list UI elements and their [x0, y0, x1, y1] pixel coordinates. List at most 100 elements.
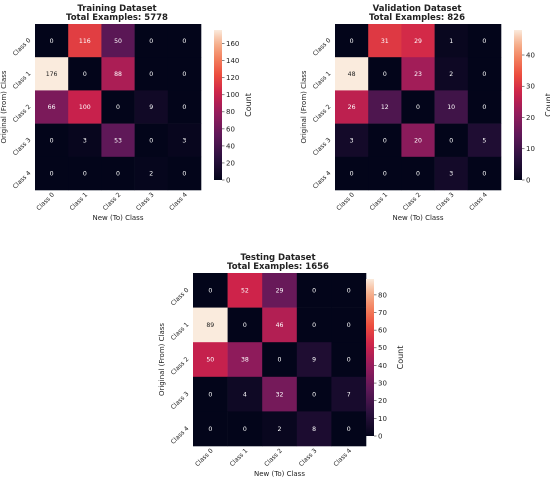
- cell-value-r1-c2: 88: [114, 71, 122, 78]
- heatmap-cell-r0-c4: [467, 24, 502, 58]
- colorbar-tick-label: 60: [226, 125, 235, 133]
- colorbar-tick-label: 0: [378, 432, 382, 440]
- cell-value-r2-c1: 38: [241, 357, 249, 364]
- heatmap-cell-r4-c2: [262, 411, 298, 447]
- cell-value-r0-c4: 0: [347, 288, 351, 295]
- cell-value-r3-c2: 53: [114, 137, 122, 144]
- colorbar-label: Count: [396, 346, 405, 370]
- cell-value-r2-c3: 9: [149, 104, 153, 111]
- heatmap-cell-r3-c2: [401, 123, 435, 158]
- cell-value-r0-c0: 0: [208, 288, 212, 295]
- colorbar-tick-label: 80: [226, 108, 235, 116]
- heatmap-cell-r4-c1: [227, 411, 263, 447]
- x-tick-label: Class 0: [194, 447, 215, 468]
- cell-value-r0-c1: 52: [241, 288, 249, 295]
- heatmap-cell-r4-c4: [167, 156, 202, 191]
- cell-value-r4-c0: 0: [208, 426, 212, 433]
- heatmap-cell-r0-c0: [193, 273, 228, 308]
- heatmap-cell-r4-c1: [68, 156, 102, 191]
- colorbar-tick-label: 70: [378, 309, 387, 317]
- heatmap-cell-r2-c1: [68, 90, 102, 124]
- heatmap-cell-r2-c3: [434, 90, 469, 124]
- y-tick-label: Class 3: [12, 137, 33, 158]
- heatmap-cell-r1-c3: [134, 57, 169, 91]
- cell-value-r2-c3: 10: [447, 104, 455, 111]
- heatmap-cell-r2-c4: [167, 90, 202, 124]
- heatmap-cell-r1-c3: [434, 57, 469, 91]
- y-axis-label: Original (From) Class: [158, 323, 166, 396]
- heatmap-cell-r3-c0: [35, 123, 69, 158]
- heatmap-cell-r0-c4: [331, 273, 367, 308]
- cell-value-r3-c3: 0: [312, 391, 316, 398]
- colorbar-tick-label: 40: [378, 362, 387, 370]
- cell-value-r4-c2: 2: [278, 426, 282, 433]
- y-tick-label: Class 0: [312, 37, 333, 58]
- heatmap-cell-r4-c0: [335, 156, 369, 191]
- x-tick-label: Class 4: [332, 447, 353, 468]
- y-tick-label: Class 1: [170, 321, 191, 342]
- colorbar-tick-label: 60: [378, 327, 387, 335]
- y-tick-label: Class 3: [170, 391, 191, 412]
- cell-value-r4-c4: 0: [182, 171, 186, 178]
- cell-value-r0-c2: 29: [414, 38, 422, 45]
- chart-subtitle: Total Examples: 826: [369, 13, 465, 23]
- y-tick-label: Class 1: [312, 70, 333, 91]
- heatmap-cell-r4-c1: [368, 156, 402, 191]
- colorbar: [514, 30, 522, 180]
- colorbar-tick-label: 120: [226, 74, 239, 82]
- heatmap-cell-r2-c0: [35, 90, 69, 124]
- heatmap-cell-r0-c2: [101, 24, 135, 58]
- chart-title: Testing Dataset: [240, 253, 315, 263]
- heatmap-cell-r0-c3: [296, 273, 332, 308]
- colorbar-tick-label: 160: [226, 40, 239, 48]
- heatmap-cell-r1-c4: [331, 307, 367, 343]
- colorbar-label: Count: [244, 93, 253, 117]
- cell-value-r0-c1: 116: [79, 38, 91, 45]
- chart-title: Training Dataset: [77, 4, 156, 14]
- cell-value-r3-c1: 3: [83, 137, 87, 144]
- heatmap-cell-r0-c0: [35, 24, 69, 58]
- chart-subtitle: Total Examples: 1656: [227, 262, 329, 272]
- cell-value-r3-c1: 4: [243, 391, 247, 398]
- heatmap-cell-r0-c0: [335, 24, 369, 58]
- cell-value-r4-c2: 0: [416, 171, 420, 178]
- y-tick-label: Class 1: [12, 70, 33, 91]
- heatmap-cell-r2-c3: [296, 342, 332, 378]
- y-axis-label: Original (From) Class: [0, 70, 8, 143]
- cell-value-r2-c4: 0: [482, 104, 486, 111]
- cell-value-r2-c4: 0: [347, 357, 351, 364]
- x-axis-label: New (To) Class: [393, 214, 444, 222]
- x-tick-label: Class 3: [435, 191, 456, 212]
- heatmap-cell-r0-c1: [68, 24, 102, 58]
- colorbar-tick-label: 20: [378, 397, 387, 405]
- cell-value-r2-c0: 50: [206, 357, 214, 364]
- cell-value-r3-c0: 3: [350, 137, 354, 144]
- y-tick-label: Class 3: [312, 137, 333, 158]
- cell-value-r4-c0: 0: [350, 171, 354, 178]
- cell-value-r3-c0: 0: [50, 137, 54, 144]
- heatmap-cell-r0-c2: [262, 273, 298, 308]
- heatmap-cell-r2-c4: [331, 342, 367, 378]
- heatmap-cell-r3-c4: [467, 123, 502, 158]
- chart-title: Validation Dataset: [373, 4, 462, 14]
- x-tick-label: Class 4: [468, 191, 489, 212]
- x-tick-label: Class 2: [263, 447, 284, 468]
- heatmap-cell-r4-c2: [401, 156, 435, 191]
- heatmap-cell-r0-c1: [368, 24, 402, 58]
- cell-value-r0-c2: 50: [114, 38, 122, 45]
- cell-value-r2-c2: 0: [416, 104, 420, 111]
- heatmap-cell-r4-c3: [434, 156, 469, 191]
- heatmap-cell-r1-c2: [401, 57, 435, 91]
- cell-value-r1-c4: 0: [347, 322, 351, 329]
- heatmap-cell-r3-c3: [296, 376, 332, 412]
- colorbar-tick-label: 40: [226, 142, 235, 150]
- x-tick-label: Class 1: [369, 191, 390, 212]
- x-tick-label: Class 2: [102, 191, 123, 212]
- heatmap-cell-r1-c4: [467, 57, 502, 91]
- colorbar-tick-label: 40: [526, 51, 535, 59]
- cell-value-r1-c4: 0: [182, 71, 186, 78]
- x-axis-label: New (To) Class: [93, 214, 144, 222]
- heatmap-cell-r0-c3: [434, 24, 469, 58]
